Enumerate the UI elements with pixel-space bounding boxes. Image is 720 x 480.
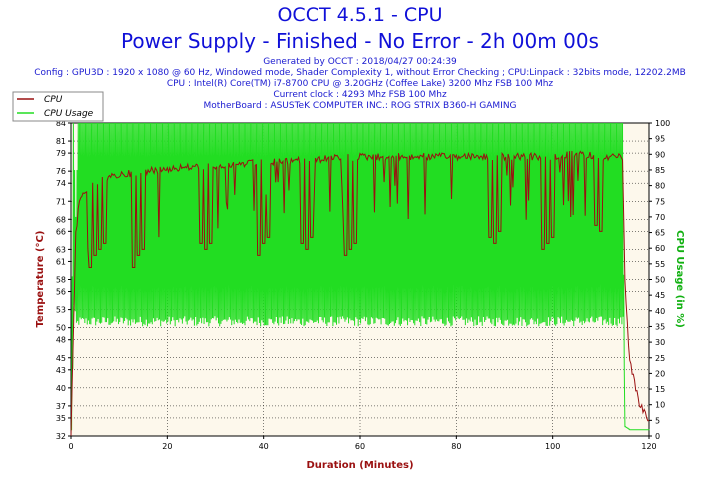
- y-right-tick-label: 55: [655, 260, 665, 269]
- x-tick-label: 0: [68, 442, 73, 451]
- x-axis-label: Duration (Minutes): [306, 460, 413, 471]
- y-left-tick-label: 81: [56, 137, 66, 146]
- y-right-tick-label: 65: [655, 229, 665, 238]
- chart-subtitle: Power Supply - Finished - No Error - 2h …: [121, 29, 599, 53]
- y-right-tick-label: 75: [655, 197, 665, 206]
- cpu-temperature-line: [70, 150, 650, 436]
- y-right-tick-label: 50: [655, 276, 665, 285]
- y-left-tick-label: 58: [56, 276, 66, 285]
- y-right-tick-label: 100: [655, 119, 670, 128]
- cpu-usage-series: [71, 122, 650, 431]
- y-left-ticks: 32 35 37 40 43 45 48 50 53 56 58 61 63 66 68 71 74 76 79 81…: [56, 119, 71, 441]
- cpu-info: CPU : Intel(R) Core(TM) i7-8700 CPU @ 3.…: [166, 79, 554, 89]
- x-tick-label: 100: [545, 442, 560, 451]
- y-left-tick-label: 79: [56, 149, 66, 158]
- y-right-tick-label: 85: [655, 166, 665, 175]
- y-right-tick-label: 40: [655, 307, 665, 316]
- legend-box: [12, 91, 104, 122]
- x-ticks: 0 20 40 60 80 100 120: [68, 436, 657, 451]
- legend-cpu-label: CPU: [44, 95, 63, 105]
- y-right-tick-label: 5: [655, 416, 660, 425]
- generated-info: Generated by OCCT : 2018/04/27 00:24:39: [263, 57, 457, 67]
- x-tick-label: 20: [162, 442, 172, 451]
- y-left-tick-label: 43: [56, 366, 66, 375]
- y-left-tick-label: 35: [56, 414, 66, 423]
- clock-info: Current clock : 4293 Mhz FSB 100 Mhz: [273, 90, 447, 100]
- y-right-tick-label: 90: [655, 150, 665, 159]
- y-right-tick-label: 45: [655, 291, 665, 300]
- y-left-tick-label: 71: [56, 197, 66, 206]
- chart-title: OCCT 4.5.1 - CPU: [277, 4, 443, 26]
- y-left-tick-label: 84: [56, 119, 66, 128]
- y-left-tick-label: 68: [56, 215, 66, 224]
- cpu-usage-line: [71, 122, 650, 431]
- y-left-tick-label: 32: [56, 432, 66, 441]
- x-tick-label: 120: [641, 442, 656, 451]
- y-left-tick-label: 48: [56, 336, 66, 345]
- y-right-tick-label: 30: [655, 338, 665, 347]
- y-left-tick-label: 63: [56, 245, 66, 254]
- x-tick-label: 40: [259, 442, 269, 451]
- y-left-label: Temperature (°C): [35, 231, 46, 328]
- legend: CPU CPU Usage: [12, 91, 104, 122]
- config-info: Config : GPU3D : 1920 x 1080 @ 60 Hz, Wi…: [34, 68, 686, 78]
- y-right-tick-label: 15: [655, 385, 665, 394]
- y-left-tick-label: 45: [56, 354, 66, 363]
- y-right-tick-label: 35: [655, 322, 665, 331]
- y-left-tick-label: 76: [56, 167, 66, 176]
- y-right-tick-label: 70: [655, 213, 665, 222]
- y-right-tick-label: 95: [655, 135, 665, 144]
- y-right-tick-label: 80: [655, 182, 665, 191]
- legend-usage-label: CPU Usage: [44, 109, 94, 119]
- y-left-tick-label: 37: [56, 402, 66, 411]
- y-right-tick-label: 0: [655, 432, 660, 441]
- motherboard-info: MotherBoard : ASUSTeK COMPUTER INC.: ROG…: [203, 101, 517, 111]
- cpu-temperature-series: [70, 150, 650, 436]
- y-right-tick-label: 25: [655, 354, 665, 363]
- y-right-tick-label: 60: [655, 244, 665, 253]
- y-left-tick-label: 66: [56, 227, 66, 236]
- x-tick-label: 80: [451, 442, 461, 451]
- x-tick-label: 60: [355, 442, 365, 451]
- y-left-tick-label: 74: [56, 179, 66, 188]
- y-right-ticks: 0 5 10 15 20 25 30 35 40 45 50 55 60 65 70 75 80 85 90 95 10…: [649, 119, 670, 441]
- y-left-tick-label: 50: [56, 324, 66, 333]
- y-left-tick-label: 53: [56, 306, 66, 315]
- y-right-tick-label: 20: [655, 369, 665, 378]
- y-right-label: CPU Usage (in %): [674, 230, 685, 328]
- y-left-tick-label: 56: [56, 288, 66, 297]
- y-right-tick-label: 10: [655, 401, 665, 410]
- y-left-tick-label: 61: [56, 257, 66, 266]
- y-left-tick-label: 40: [56, 384, 66, 393]
